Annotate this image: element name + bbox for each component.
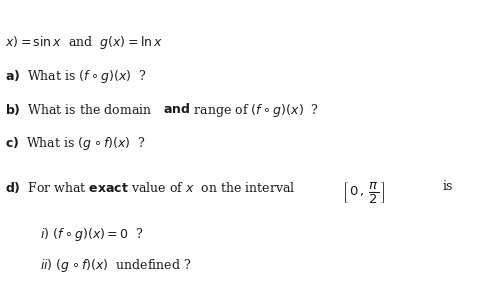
- Text: $\mathbf{b)}$  What is the domain: $\mathbf{b)}$ What is the domain: [5, 102, 153, 116]
- Text: $i)\ (f \circ g)(x) = 0$  ?: $i)\ (f \circ g)(x) = 0$ ?: [40, 226, 144, 243]
- Text: $x) = \sin x$  and  $g(x) = \ln x$: $x) = \sin x$ and $g(x) = \ln x$: [5, 34, 163, 51]
- Text: $\mathbf{and}$: $\mathbf{and}$: [163, 102, 191, 116]
- Text: range of $(f \circ g)(x)$  ?: range of $(f \circ g)(x)$ ?: [190, 102, 319, 118]
- Text: is: is: [443, 180, 453, 193]
- Text: $\left[\,0\,,\,\dfrac{\pi}{2}\,\right]$: $\left[\,0\,,\,\dfrac{\pi}{2}\,\right]$: [342, 180, 386, 206]
- Text: $\mathbf{d)}$  For what $\mathbf{exact}$ value of $x$  on the interval: $\mathbf{d)}$ For what $\mathbf{exact}$ …: [5, 180, 295, 195]
- Text: $\mathbf{c)}$  What is $(g \circ f)(x)$  ?: $\mathbf{c)}$ What is $(g \circ f)(x)$ ?: [5, 135, 146, 152]
- Text: $\mathbf{a)}$  What is $(f \circ g)(x)$  ?: $\mathbf{a)}$ What is $(f \circ g)(x)$ ?: [5, 68, 147, 85]
- Text: $ii)\ (g \circ f)(x)$  undefined ?: $ii)\ (g \circ f)(x)$ undefined ?: [40, 257, 192, 274]
